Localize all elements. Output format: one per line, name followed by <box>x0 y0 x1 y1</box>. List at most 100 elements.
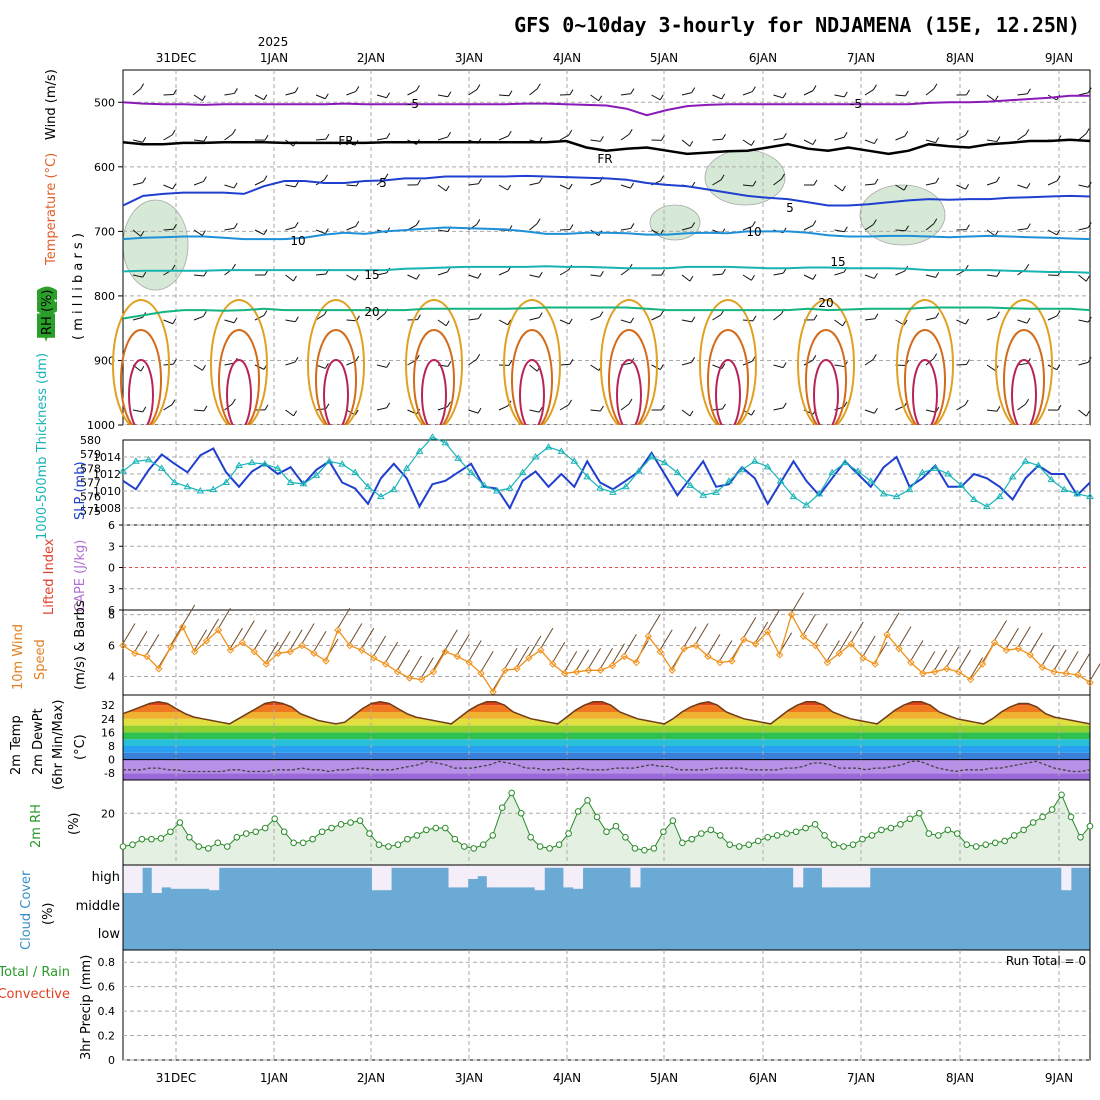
thick-marker <box>351 468 359 476</box>
upper-barb-flag <box>507 130 512 137</box>
wind-marker <box>919 669 927 678</box>
upper-barb-flag <box>294 356 299 363</box>
cloud-high-bar <box>936 865 947 868</box>
top-date-7: 7JAN <box>847 51 875 65</box>
upper-barb <box>132 409 143 413</box>
rh-area <box>123 792 1090 865</box>
rh-marker <box>186 833 193 841</box>
contour-label-5: 5 <box>786 201 794 215</box>
rh-marker <box>773 832 781 839</box>
run-total-label: Run Total = 0 <box>1006 954 1086 968</box>
rh-marker <box>754 837 762 845</box>
rh-marker <box>1077 833 1084 841</box>
rh-marker <box>280 828 288 836</box>
upper-barb <box>956 319 966 325</box>
wind-marker <box>525 654 533 662</box>
rh-marker <box>138 835 146 843</box>
upper-barb-flag <box>722 268 726 275</box>
upper-barb <box>376 272 387 276</box>
thick-marker <box>660 458 669 466</box>
stability-panel: 6 3 0 3 6 Lifted Index CAPE (J/kg) <box>42 519 1091 617</box>
upper-barb <box>590 364 600 371</box>
thick-ytick-5: 580 <box>80 434 101 447</box>
rh-marker <box>897 821 904 828</box>
wind-marker <box>668 666 676 674</box>
upper-barb <box>193 94 203 102</box>
upper-barb <box>986 229 996 237</box>
rh-marker <box>953 830 961 837</box>
upper-barb-flag <box>904 130 909 137</box>
upper-barb <box>285 274 294 282</box>
thick-marker <box>286 478 295 485</box>
upper-barb-flag <box>812 355 817 361</box>
thick-marker <box>737 465 746 473</box>
upper-barb-flag <box>173 224 177 230</box>
thick-marker <box>944 470 953 477</box>
thick-marker <box>609 488 617 495</box>
cloud-high-bar <box>592 865 603 868</box>
wind-marker <box>620 652 629 661</box>
cloud-high-bar <box>975 865 986 868</box>
temp-ylabel-b: 2m DewPt <box>31 708 46 775</box>
thermal-contour <box>120 329 162 431</box>
upper-barb-flag <box>598 95 603 101</box>
thick-marker <box>119 467 127 474</box>
upper-barb <box>620 403 630 411</box>
thick-marker <box>376 492 385 500</box>
upper-barb-flag <box>173 89 177 95</box>
upper-barb <box>742 184 753 187</box>
upper-barb-flag <box>903 319 908 326</box>
thermal-contour <box>421 359 447 431</box>
thick-marker <box>789 492 798 500</box>
cloud-base <box>123 865 1090 950</box>
upper-barb <box>681 92 692 96</box>
upper-barb-flag <box>661 135 665 141</box>
wind-marker <box>883 631 891 639</box>
upper-barb <box>803 274 814 280</box>
wind-barb <box>659 629 673 650</box>
rh-marker <box>195 843 203 850</box>
cloud-high-bar <box>707 865 718 868</box>
upper-barb-flag <box>293 275 297 282</box>
wind-barb <box>241 620 255 641</box>
upper-barb-flag <box>293 410 298 417</box>
thick-marker <box>621 482 630 490</box>
wind-barb <box>934 649 948 671</box>
upper-barb <box>132 182 143 186</box>
upper-barb-flag <box>812 220 817 226</box>
wind-marker <box>1074 671 1082 679</box>
rh-marker <box>318 828 326 836</box>
thermal-contour <box>226 359 252 431</box>
cloud-high-bar <box>1022 865 1034 868</box>
upper-barb-flag <box>752 315 757 322</box>
cloud-high-bar <box>400 865 411 868</box>
series-2m-temp <box>122 701 1091 725</box>
cloud-high-bar <box>343 865 354 868</box>
bottom-date-labels: 31DEC 1JAN 2JAN 3JAN 4JAN 5JAN 6JAN 7JAN 8JAN 9JA… <box>156 1071 1073 1085</box>
cloud-high-bar <box>352 865 363 868</box>
rh-marker <box>508 789 515 797</box>
rh-marker <box>745 841 753 848</box>
thick-marker <box>583 472 592 480</box>
upper-barb <box>498 405 509 411</box>
wind-barb <box>480 651 494 672</box>
upper-barb <box>773 272 784 276</box>
upper-barb-flag <box>386 362 391 368</box>
cloud-high-bar <box>850 865 861 888</box>
thick-marker <box>1073 489 1081 497</box>
wind-marker <box>131 649 139 657</box>
thick-marker <box>132 457 140 464</box>
upper-barb-flag <box>721 93 726 100</box>
thick-marker <box>454 454 463 461</box>
cloud-level-middle: middle <box>76 899 120 914</box>
cloud-high-bar <box>285 865 296 868</box>
upper-barb-flag <box>1087 357 1092 363</box>
upper-barb-flag <box>201 230 206 236</box>
wind-barb <box>277 631 291 652</box>
temp-ylabel-d: (°C) <box>73 734 88 760</box>
upper-barb-flag <box>142 177 147 183</box>
wind-marker <box>441 648 450 656</box>
thick-marker <box>518 468 527 476</box>
